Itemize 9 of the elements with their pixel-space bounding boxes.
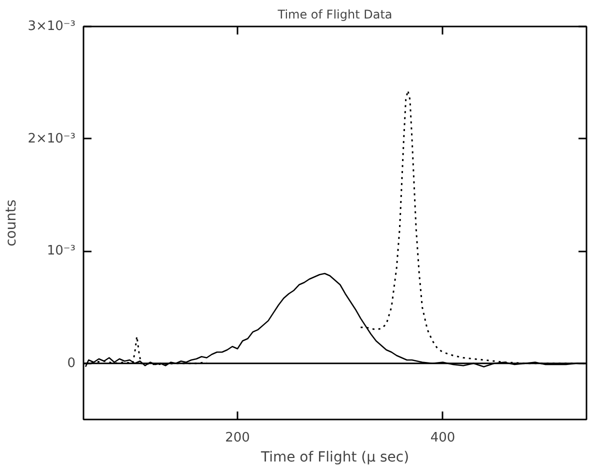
x-axis-title: Time of Flight (μ sec): [260, 450, 410, 466]
y-tick-label: 3×10⁻³: [28, 19, 76, 34]
y-tick-label: 10⁻³: [46, 244, 76, 259]
chart-title: Time of Flight Data: [276, 8, 392, 22]
y-tick-label: 0: [67, 356, 76, 371]
y-axis-title: counts: [4, 200, 20, 246]
y-tick-label: 2×10⁻³: [28, 131, 76, 146]
x-tick-label: 200: [225, 430, 250, 446]
x-tick-label: 400: [430, 430, 456, 446]
